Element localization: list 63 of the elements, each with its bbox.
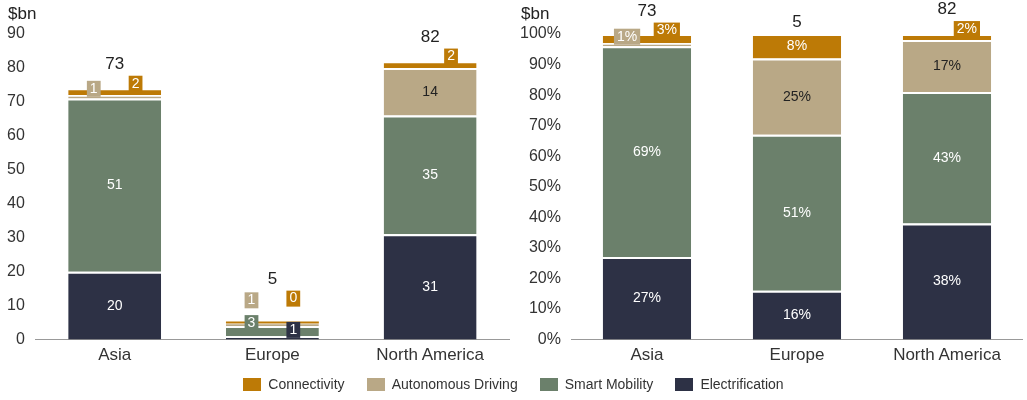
x-tick-label: Asia — [98, 345, 132, 365]
legend-label: Autonomous Driving — [390, 376, 518, 392]
y-tick-label: 90% — [528, 54, 561, 72]
data-label: 14 — [422, 82, 439, 99]
data-label: 35 — [422, 165, 439, 182]
legend-label: Smart Mobility — [563, 376, 654, 392]
y-tick-label: 20% — [528, 268, 561, 286]
data-label: 2 — [131, 74, 140, 91]
data-label: 38% — [932, 272, 961, 289]
data-label: 8% — [786, 37, 808, 54]
data-label: 27% — [632, 289, 661, 306]
y-tick-label: 80 — [7, 58, 25, 76]
data-label: 16% — [782, 306, 811, 323]
x-tick-label: North America — [893, 345, 1002, 365]
y-tick-label: 60% — [528, 146, 561, 164]
y-tick-label: 30% — [528, 238, 561, 256]
text: 73 — [637, 0, 657, 20]
y-tick-label: 60 — [7, 126, 25, 144]
data-label: 2 — [447, 47, 456, 64]
x-tick-label: North America — [376, 345, 485, 365]
y-tick-label: 70% — [528, 116, 561, 134]
data-label: 3 — [247, 313, 256, 330]
y-tick-label: 100% — [520, 24, 561, 42]
y-tick-label: 40% — [528, 207, 561, 225]
total-label: 73 — [105, 53, 125, 73]
y-tick-label: 0% — [537, 330, 561, 348]
data-label: 1 — [247, 291, 256, 308]
y-axis-title: $bn — [8, 4, 37, 24]
data-label: 0 — [289, 289, 298, 306]
y-axis-title: $bn — [521, 4, 550, 24]
data-label: 51 — [106, 175, 123, 192]
data-label: 25% — [782, 87, 811, 104]
y-tick-label: 50% — [528, 177, 561, 195]
legend-label: Connectivity — [267, 376, 345, 392]
x-tick-label: Europe — [244, 345, 300, 365]
data-label: 20 — [106, 296, 123, 313]
text: 5 — [792, 12, 802, 32]
total-label: 5 — [267, 268, 278, 288]
data-label: 2% — [956, 19, 977, 36]
data-label: 43% — [932, 148, 961, 165]
x-tick-label: Europe — [769, 345, 825, 365]
data-label: 3% — [656, 21, 677, 38]
data-label: 69% — [632, 142, 661, 159]
data-label: 17% — [932, 56, 961, 73]
y-tick-label: 70 — [7, 92, 25, 110]
y-tick-label: 10% — [528, 299, 561, 317]
data-label: 1% — [616, 27, 638, 44]
data-label: 51% — [782, 203, 811, 220]
x-tick-label: Asia — [630, 345, 665, 365]
y-tick-label: 50 — [7, 160, 25, 178]
total-label: 82 — [420, 26, 440, 46]
y-tick-label: 10 — [7, 296, 25, 314]
data-label: 1 — [289, 320, 298, 337]
legend-label: Electrification — [699, 376, 784, 392]
y-tick-label: 30 — [7, 228, 25, 246]
data-label: 1 — [89, 79, 98, 96]
y-tick-label: 40 — [7, 194, 25, 212]
y-tick-label: 80% — [528, 85, 561, 103]
data-label: 31 — [422, 277, 439, 294]
y-tick-label: 20 — [7, 262, 25, 280]
y-tick-label: 0 — [15, 330, 25, 348]
text: 82 — [937, 0, 957, 19]
y-tick-label: 90 — [7, 24, 25, 42]
